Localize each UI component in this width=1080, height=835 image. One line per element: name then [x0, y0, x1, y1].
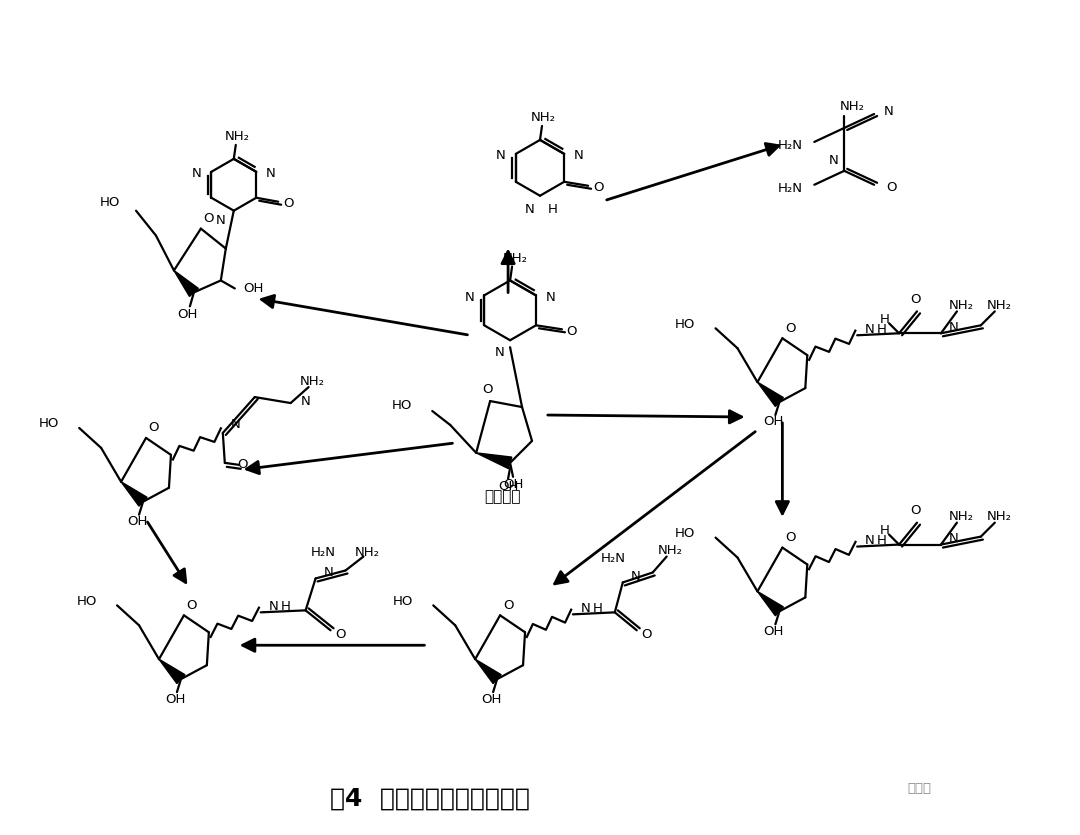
Text: NH₂: NH₂: [225, 130, 249, 144]
Text: O: O: [567, 325, 577, 338]
Text: NH₂: NH₂: [530, 112, 555, 124]
Text: HO: HO: [675, 527, 696, 540]
Text: O: O: [909, 504, 920, 517]
Text: NH₂: NH₂: [986, 510, 1011, 524]
Text: NH₂: NH₂: [658, 544, 684, 557]
Text: N: N: [949, 532, 959, 545]
Text: OH: OH: [481, 692, 501, 706]
Text: NH₂: NH₂: [502, 252, 527, 265]
Text: N: N: [267, 167, 276, 180]
Text: H: H: [877, 323, 887, 336]
Text: 图4  地西他滨潜在降解杂质: 图4 地西他滨潜在降解杂质: [330, 787, 530, 811]
Text: OH: OH: [764, 625, 784, 638]
Text: O: O: [482, 382, 492, 396]
Polygon shape: [757, 382, 783, 407]
Text: O: O: [785, 531, 796, 544]
Text: N: N: [300, 395, 310, 407]
Text: N: N: [575, 149, 584, 162]
Text: OH: OH: [243, 282, 264, 295]
Text: H₂N: H₂N: [600, 552, 625, 565]
Text: NH₂: NH₂: [839, 99, 865, 113]
Text: N: N: [269, 600, 279, 613]
Text: 凡默谷: 凡默谷: [907, 782, 931, 795]
Text: H: H: [880, 524, 890, 537]
Polygon shape: [757, 591, 783, 615]
Text: N: N: [581, 602, 591, 615]
Text: N: N: [865, 323, 875, 336]
Text: H₂N: H₂N: [778, 182, 802, 195]
Text: H: H: [880, 313, 890, 326]
Text: N: N: [885, 104, 894, 118]
Text: O: O: [187, 599, 198, 612]
Text: H: H: [877, 534, 887, 547]
Text: O: O: [503, 599, 513, 612]
Text: OH: OH: [503, 478, 523, 491]
Polygon shape: [121, 482, 147, 506]
Text: N: N: [828, 154, 838, 167]
Text: OH: OH: [126, 515, 147, 529]
Text: O: O: [593, 181, 604, 195]
Text: O: O: [335, 628, 346, 640]
Text: HO: HO: [675, 318, 696, 331]
Text: N: N: [464, 291, 474, 304]
Text: N: N: [324, 566, 334, 579]
Text: H: H: [281, 600, 291, 613]
Text: HO: HO: [39, 418, 59, 431]
Text: 地西他滨: 地西他滨: [484, 489, 521, 504]
Text: N: N: [495, 346, 504, 359]
Text: HO: HO: [77, 595, 97, 608]
Text: O: O: [204, 212, 214, 225]
Text: H: H: [548, 203, 558, 216]
Text: NH₂: NH₂: [986, 299, 1011, 312]
Text: NH₂: NH₂: [300, 375, 325, 387]
Text: O: O: [238, 458, 248, 471]
Polygon shape: [475, 659, 501, 684]
Text: O: O: [642, 628, 652, 640]
Text: N: N: [546, 291, 556, 304]
Text: H₂N: H₂N: [778, 139, 802, 153]
Text: O: O: [283, 197, 294, 210]
Text: H₂N: H₂N: [311, 546, 336, 559]
Text: O: O: [886, 181, 896, 195]
Text: N: N: [231, 418, 241, 432]
Text: O: O: [785, 321, 796, 335]
Text: NH₂: NH₂: [948, 510, 973, 524]
Text: OH: OH: [165, 692, 185, 706]
Text: N: N: [191, 167, 201, 180]
Text: H: H: [593, 602, 603, 615]
Text: N: N: [216, 214, 226, 227]
Text: N: N: [865, 534, 875, 547]
Text: OH: OH: [498, 480, 518, 493]
Text: NH₂: NH₂: [948, 299, 973, 312]
Polygon shape: [174, 271, 199, 296]
Text: OH: OH: [764, 416, 784, 428]
Text: NH₂: NH₂: [355, 546, 380, 559]
Text: HO: HO: [99, 196, 120, 210]
Text: N: N: [496, 149, 505, 162]
Text: N: N: [631, 570, 640, 583]
Text: O: O: [909, 293, 920, 306]
Text: N: N: [949, 321, 959, 334]
Polygon shape: [476, 453, 512, 468]
Text: HO: HO: [393, 595, 414, 608]
Text: HO: HO: [392, 398, 413, 412]
Polygon shape: [159, 659, 185, 684]
Text: N: N: [524, 203, 534, 216]
Text: O: O: [149, 422, 159, 434]
Text: OH: OH: [178, 308, 198, 321]
